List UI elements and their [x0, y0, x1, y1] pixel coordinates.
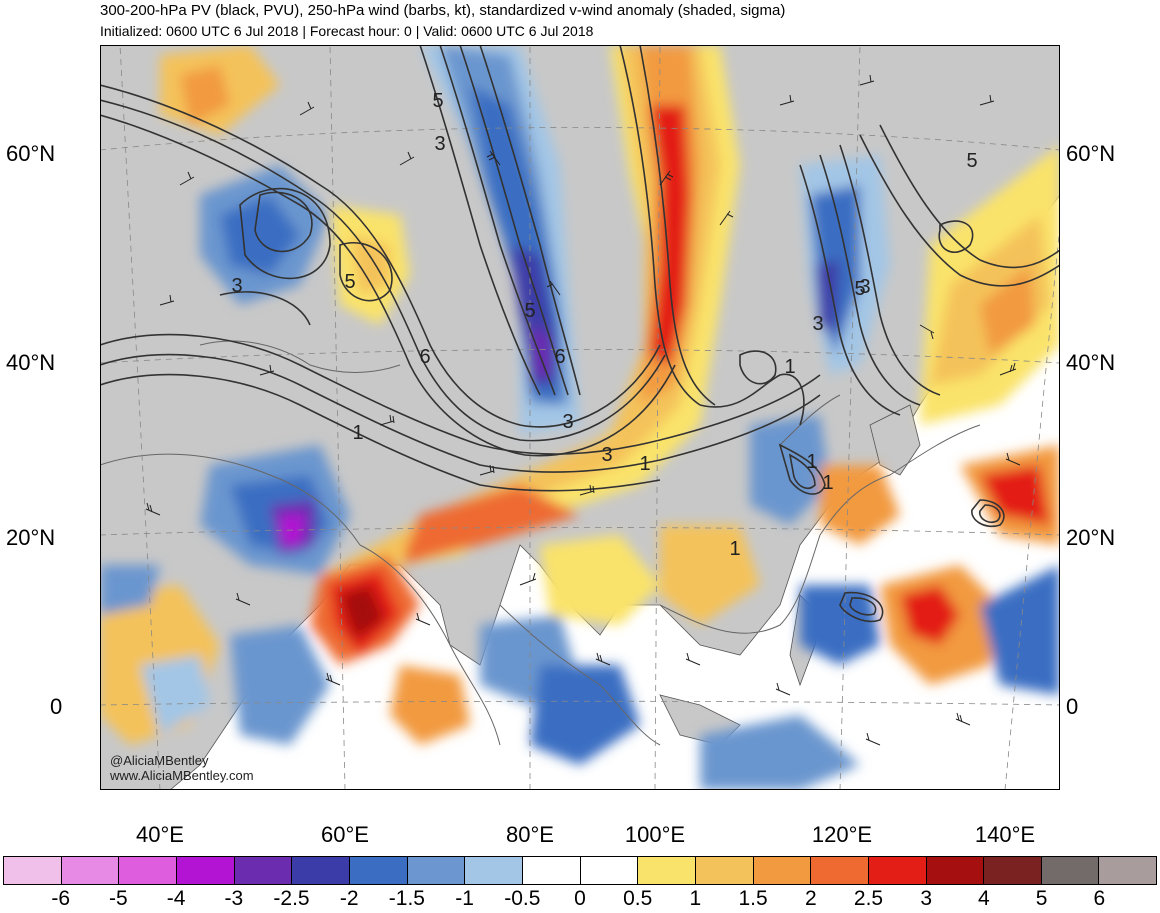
colorbar-swatch: [867, 856, 927, 885]
lat-label-0-right: 0: [1066, 694, 1079, 719]
colorbar-tick-label: -6: [51, 887, 71, 910]
lat-label-40n-left: 40°N: [6, 350, 56, 375]
colorbar-tick-label: 0.5: [623, 887, 653, 910]
colorbar-tick-label: -5: [109, 887, 128, 910]
contour-label: 3: [434, 133, 445, 155]
contour-label: 3: [859, 276, 870, 298]
weather-map: 5 3 3 5 6 5 6 3 3 1 1 3 5 3 1 1 1 5 1: [100, 45, 1060, 790]
credit-handle: @AliciaMBentley: [110, 753, 209, 768]
contour-label: 1: [352, 422, 363, 444]
colorbar-swatch: [521, 856, 581, 885]
lat-label-0-left: 0: [50, 694, 63, 719]
colorbar-tick-label: 5: [1035, 887, 1048, 910]
coastlines: [100, 340, 981, 746]
colorbar-tick-label: 3: [920, 887, 933, 910]
colorbar-swatch: [810, 856, 869, 885]
contour-label: 6: [554, 346, 565, 368]
colorbar-tick-label: -2: [339, 887, 359, 910]
colorbar-swatch: [983, 856, 1042, 885]
contour-label: 1: [729, 538, 740, 560]
colorbar-tick-label: -4: [166, 887, 186, 910]
colorbar-swatch: [348, 856, 408, 885]
colorbar-swatch: [118, 856, 177, 885]
colorbar-swatch: [406, 856, 466, 885]
colorbar-swatch: [1040, 856, 1100, 885]
colorbar-tick-label: 2: [804, 887, 817, 910]
map-title: 300-200-hPa PV (black, PVU), 250-hPa win…: [100, 2, 786, 19]
colorbar-tick-label: 4: [978, 887, 990, 910]
colorbar-swatch: [60, 856, 120, 885]
contour-label: 3: [231, 275, 242, 297]
map-subtitle: Initialized: 0600 UTC 6 Jul 2018 | Forec…: [100, 23, 594, 39]
lon-label-120e: 120°E: [811, 822, 873, 847]
lat-label-60n-right: 60°N: [1066, 141, 1116, 166]
colorbar-swatch: [175, 856, 235, 885]
colorbar-swatch: [3, 856, 62, 885]
credit-url: www.AliciaMBentley.com: [110, 768, 254, 783]
colorbar-swatch: [925, 856, 985, 885]
lon-label-40e: 40°E: [136, 822, 184, 847]
colorbar-tick-label: 2.5: [853, 887, 884, 910]
lon-label-100e: 100°E: [624, 822, 686, 847]
colorbar-tick-label: -2.5: [273, 887, 310, 910]
lat-label-60n-left: 60°N: [6, 141, 56, 166]
colorbar-tick-label: -1: [455, 887, 474, 910]
contour-label: 1: [784, 356, 795, 378]
colorbar-swatch: [291, 856, 350, 885]
contour-label: 3: [601, 444, 612, 466]
contour-label: 1: [806, 451, 817, 473]
contour-label: 3: [812, 313, 823, 335]
contour-label: 1: [822, 472, 833, 494]
colorbar-swatch: [233, 856, 293, 885]
colorbar-swatch: [694, 856, 754, 885]
lat-label-20n-right: 20°N: [1066, 525, 1116, 550]
colorbar-swatch: [1098, 856, 1158, 885]
contour-labels: 5 3 3 5 6 5 6 3 3 1 1 3 5 3 1 1 1 5 1: [231, 90, 977, 560]
contour-label: 5: [966, 150, 977, 172]
contour-label: 5: [344, 271, 355, 293]
colorbar-tick-label: 6: [1093, 887, 1106, 910]
lat-label-20n-left: 20°N: [6, 525, 56, 550]
lat-label-40n-right: 40°N: [1066, 350, 1116, 375]
colorbar-tick-label: -1.5: [388, 887, 425, 910]
colorbar-swatch: [752, 856, 812, 885]
contour-label: 5: [524, 300, 535, 322]
map-border: [100, 45, 1060, 790]
contour-label: 5: [854, 278, 865, 300]
colorbar-tick-label: -3: [224, 887, 244, 910]
wind-barbs: [145, 74, 1021, 746]
colorbar-swatch: [579, 856, 639, 885]
colorbar-tick-label: 1.5: [738, 887, 768, 910]
colorbar-tick-label: 0: [574, 887, 586, 910]
colorbar: [3, 856, 1158, 885]
lon-label-80e: 80°E: [506, 822, 554, 847]
contour-label: 1: [639, 453, 650, 475]
contour-label: 3: [562, 411, 573, 433]
pv-contours: [100, 45, 1060, 623]
colorbar-tick-label: -0.5: [504, 887, 541, 910]
contour-label: 5: [432, 90, 443, 112]
colorbar-swatch: [464, 856, 523, 885]
colorbar-swatch: [637, 856, 696, 885]
lon-label-140e: 140°E: [974, 822, 1036, 847]
lon-label-60e: 60°E: [321, 822, 369, 847]
colorbar-tick-label: 1: [689, 887, 702, 910]
contour-label: 6: [419, 346, 430, 368]
